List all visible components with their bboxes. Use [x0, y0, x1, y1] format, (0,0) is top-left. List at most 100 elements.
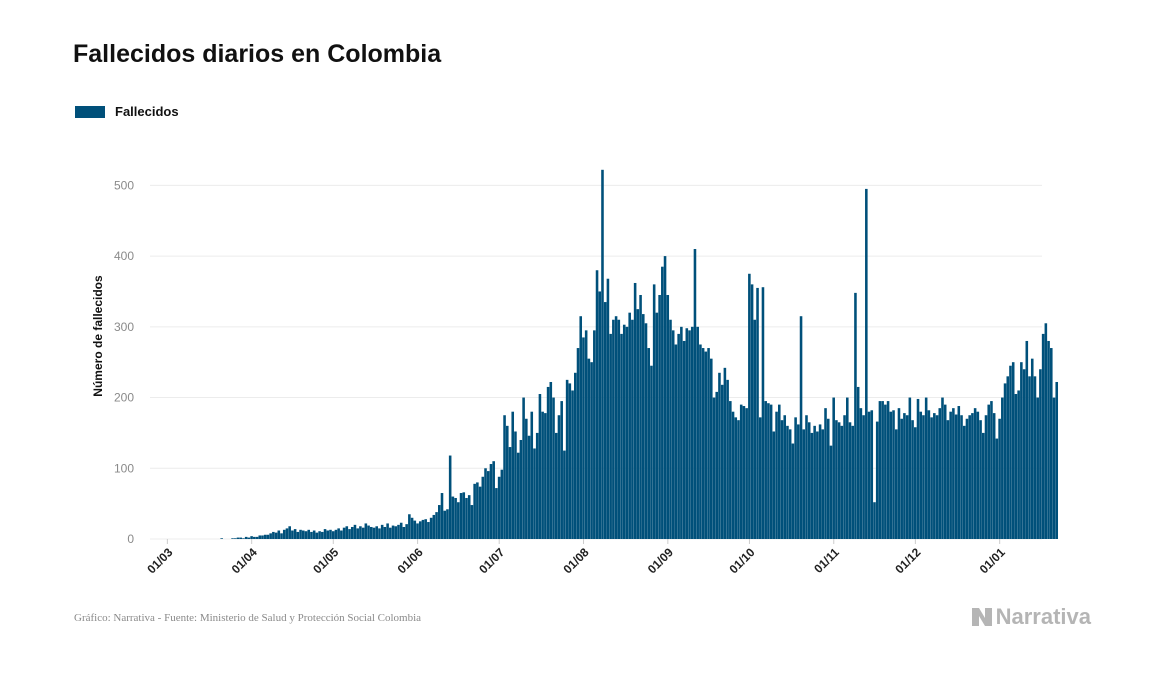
bar — [345, 526, 349, 539]
brand-name: Narrativa — [995, 604, 1091, 629]
bar — [234, 538, 237, 539]
bar — [302, 530, 305, 539]
bar — [995, 438, 999, 539]
bar — [1025, 340, 1029, 539]
bar — [878, 401, 882, 539]
bar — [729, 401, 732, 539]
bar — [506, 425, 509, 539]
bar — [310, 531, 313, 539]
bar — [715, 391, 719, 539]
y-tick-label: 500 — [114, 178, 134, 192]
bar — [661, 266, 664, 539]
bar — [1022, 369, 1026, 539]
bar — [350, 526, 354, 539]
x-tick-label: 01/09 — [645, 545, 676, 576]
bar — [451, 496, 455, 539]
bar — [465, 497, 468, 539]
bar — [788, 429, 792, 539]
bar — [821, 429, 825, 539]
bar — [764, 401, 767, 539]
bar — [288, 526, 291, 539]
x-tick-label: 01/10 — [726, 545, 757, 576]
bar — [1028, 376, 1031, 539]
bar — [712, 397, 716, 539]
bar — [514, 431, 517, 539]
bar — [421, 519, 425, 539]
bar — [903, 413, 906, 539]
bar — [397, 524, 400, 539]
bar — [851, 425, 855, 539]
bar — [916, 398, 920, 539]
bar — [522, 397, 525, 539]
bar — [707, 348, 710, 539]
bar — [919, 411, 923, 539]
bar — [813, 425, 816, 539]
bar — [1055, 381, 1059, 539]
bar — [579, 316, 583, 539]
bar — [1003, 383, 1007, 539]
bar — [467, 495, 471, 539]
bar — [331, 531, 335, 539]
bar — [954, 414, 958, 539]
bar — [546, 386, 550, 539]
bar — [859, 408, 863, 539]
bar — [557, 415, 561, 539]
bar — [598, 291, 602, 539]
bar — [399, 522, 403, 539]
bar — [829, 445, 833, 539]
bar — [326, 530, 330, 539]
bar — [574, 372, 577, 539]
bar — [519, 439, 523, 539]
bar — [960, 415, 963, 539]
bar — [560, 401, 563, 539]
bar — [807, 422, 811, 539]
bar — [633, 282, 637, 539]
bar — [783, 415, 787, 539]
x-tick-label: 01/05 — [310, 545, 341, 576]
bar — [367, 525, 370, 539]
bar — [266, 534, 270, 539]
bar — [571, 390, 574, 539]
bar — [389, 527, 392, 539]
bar — [938, 408, 942, 539]
bar — [658, 294, 661, 539]
chart-title: Fallecidos diarios en Colombia — [73, 40, 442, 68]
bar — [239, 537, 243, 539]
bar — [609, 333, 612, 539]
bar — [1001, 397, 1004, 539]
bar — [1036, 397, 1039, 539]
bar — [737, 420, 740, 539]
bar — [530, 411, 534, 539]
bar — [291, 530, 294, 539]
bar — [710, 358, 713, 539]
bar — [636, 309, 640, 539]
bar — [552, 397, 555, 539]
bar — [348, 529, 351, 539]
bar — [655, 312, 659, 539]
bar — [231, 538, 234, 539]
bar — [446, 509, 449, 539]
bar — [677, 333, 680, 539]
bar — [1006, 376, 1010, 539]
y-axis-label: Número de fallecidos — [91, 275, 105, 397]
bar — [930, 417, 933, 539]
bar — [848, 422, 852, 539]
bar — [699, 344, 702, 539]
bar — [875, 421, 879, 539]
bar — [933, 413, 936, 539]
bar — [723, 367, 727, 539]
bar — [527, 435, 531, 539]
bar — [595, 270, 599, 539]
bar — [470, 505, 474, 539]
bar — [511, 411, 515, 539]
bar — [438, 505, 441, 539]
bar — [617, 319, 621, 539]
bar — [739, 404, 743, 539]
bar — [943, 404, 947, 539]
bar — [992, 413, 996, 539]
bar — [644, 323, 648, 539]
bar — [778, 404, 781, 539]
bar — [334, 529, 338, 539]
bar — [269, 533, 272, 539]
bar — [976, 411, 980, 539]
